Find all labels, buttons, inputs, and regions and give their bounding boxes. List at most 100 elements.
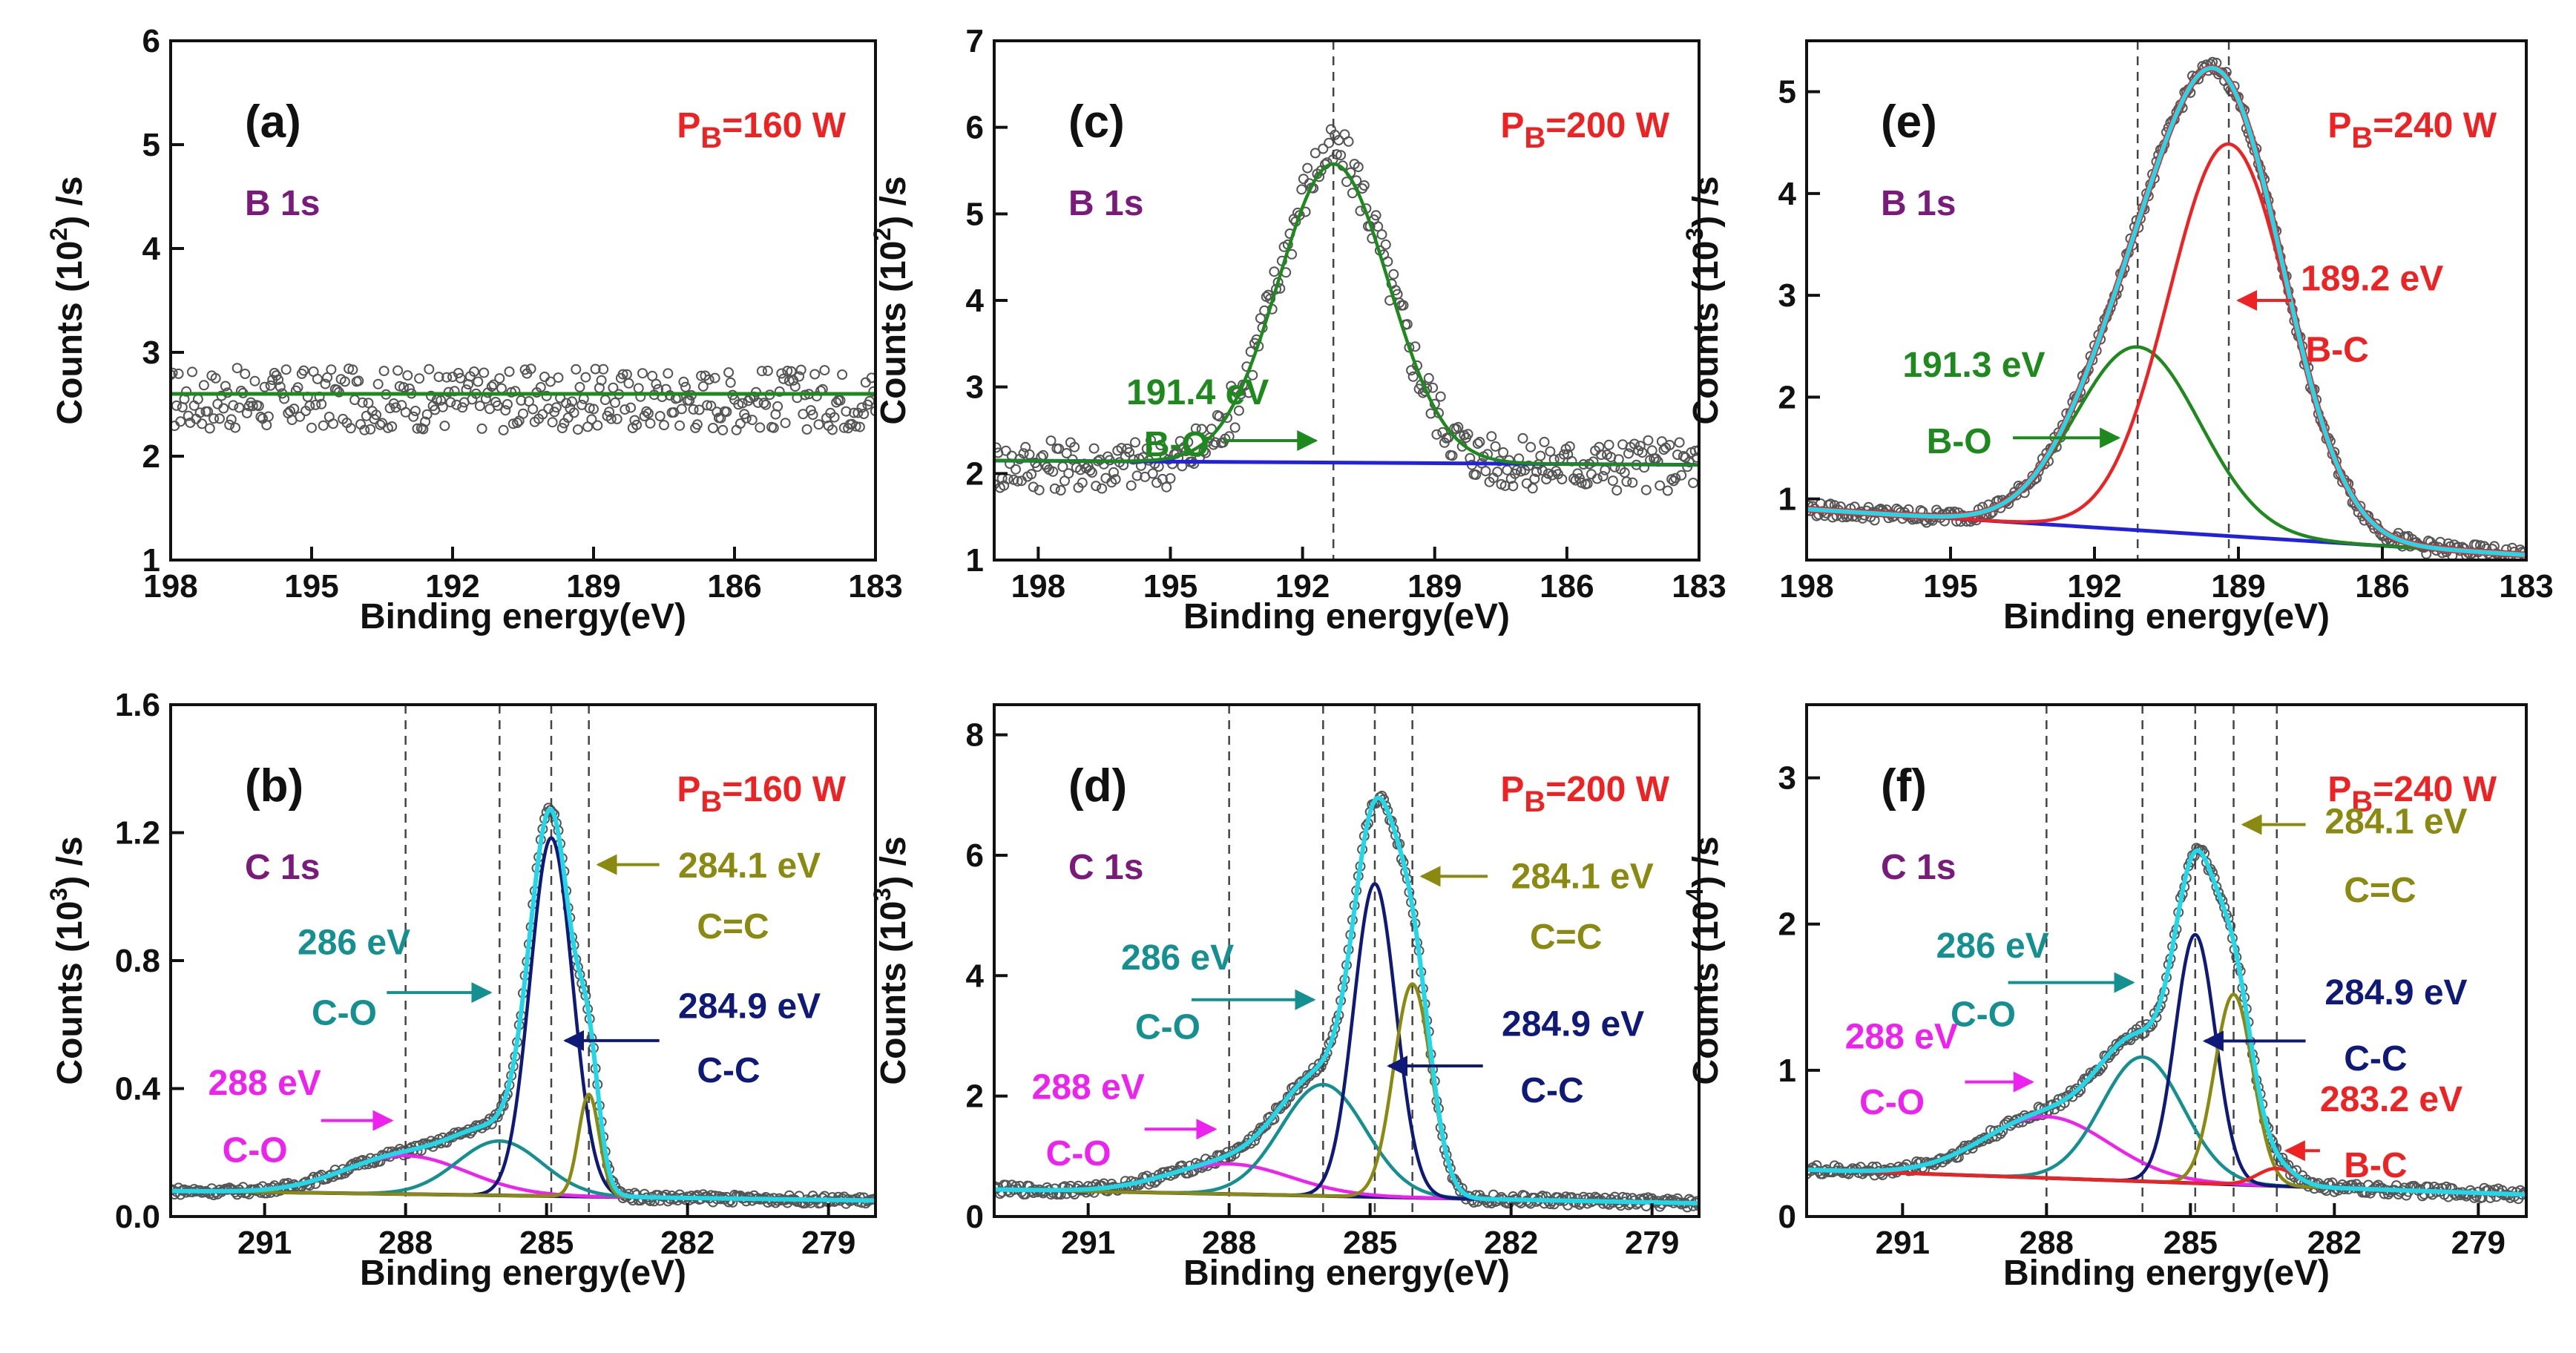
y-axis-label: Counts (102) /s [45, 176, 90, 424]
annotation-label: 288 eV [1845, 1017, 1958, 1056]
annotation-label: C-O [312, 993, 377, 1033]
plot-area [171, 705, 875, 1217]
x-tick-label: 186 [1540, 568, 1594, 605]
data-point [737, 398, 748, 409]
y-tick-label: 1 [142, 542, 160, 579]
data-point [1380, 239, 1391, 250]
data-point [504, 366, 515, 377]
data-point [437, 401, 448, 412]
data-point [1055, 485, 1066, 496]
data-point [392, 365, 404, 376]
data-point [611, 413, 622, 424]
data-point [316, 398, 327, 409]
data-point [870, 406, 875, 417]
y-axis-label: Counts (104) /s [1681, 836, 1726, 1084]
data-point [776, 368, 787, 379]
data-point [280, 364, 292, 375]
data-point [694, 404, 705, 415]
element-label: B 1s [1881, 184, 1956, 223]
data-point [1358, 180, 1370, 191]
data-point [551, 402, 562, 413]
data-point [1410, 341, 1421, 352]
panel-c: 198 195 192 189 186 183 1 2 3 4 5 6 7 Binding energy(… [869, 23, 1726, 636]
data-point [220, 381, 231, 392]
annotation-label: C-O [1135, 1008, 1200, 1047]
data-point [1373, 221, 1384, 232]
x-tick-label: 282 [1484, 1225, 1538, 1261]
data-point [625, 402, 637, 413]
data-point [1157, 473, 1168, 484]
annotation-label: B-O [1927, 422, 1992, 461]
data-point [318, 420, 329, 431]
x-axis-label: Binding energy(eV) [360, 1254, 686, 1293]
data-point [849, 407, 859, 418]
data-point [2521, 553, 2526, 560]
data-point [746, 415, 758, 426]
data-point [641, 406, 652, 417]
data-point [339, 376, 350, 387]
y-tick-label: 6 [966, 110, 984, 146]
data-point [1214, 411, 1225, 422]
data-point [1002, 473, 1013, 484]
x-tick-label: 288 [2020, 1225, 2074, 1261]
data-point [829, 412, 840, 423]
data-point [1054, 444, 1065, 454]
data-point [708, 423, 718, 433]
data-point [762, 365, 773, 376]
data-point [1523, 460, 1534, 471]
y-tick-label: 8 [966, 717, 984, 754]
data-point [197, 418, 208, 429]
data-point [1558, 449, 1569, 460]
annotation-label: C=C [2344, 871, 2416, 910]
annotation-label: 286 eV [298, 923, 410, 962]
data-point [247, 401, 258, 412]
data-point [1591, 473, 1603, 484]
power-title: PB=240 W [2327, 106, 2497, 154]
x-tick-label: 291 [237, 1225, 292, 1261]
data-point [1198, 446, 1209, 456]
data-point [1597, 471, 1609, 481]
data-point [1088, 443, 1100, 454]
data-point [1069, 441, 1080, 452]
y-tick-label: 2 [966, 455, 984, 492]
y-tick-label: 6 [966, 837, 984, 874]
power-title: PB=200 W [1500, 770, 1669, 818]
data-point [633, 383, 644, 394]
data-point [525, 363, 536, 375]
data-point [703, 374, 714, 385]
panel-f: 291 288 285 282 279 0 1 2 3 Binding energy(eV) Cou… [1681, 703, 2528, 1293]
panel-label: (b) [245, 760, 303, 812]
x-tick-label: 285 [519, 1225, 574, 1261]
data-point [1298, 174, 1309, 185]
data-point [592, 420, 603, 431]
data-point [295, 411, 306, 422]
data-point [265, 380, 276, 391]
x-tick-label: 192 [1275, 568, 1330, 605]
data-point [1545, 446, 1556, 457]
y-tick-label: 2 [142, 438, 160, 475]
plot-area [1807, 705, 2526, 1217]
y-tick-label: 2 [1778, 906, 1796, 943]
data-point [755, 422, 766, 433]
x-tick-label: 189 [1407, 568, 1462, 605]
data-point [306, 422, 317, 433]
data-point [794, 371, 805, 382]
data-point [1343, 136, 1354, 147]
data-point [1607, 475, 1618, 487]
data-point [645, 418, 656, 429]
data-point [502, 399, 513, 409]
data-point [856, 402, 867, 413]
data-point [740, 412, 752, 424]
data-point [1063, 468, 1074, 479]
data-point [445, 397, 456, 408]
data-point [1588, 456, 1599, 467]
y-tick-label: 3 [1778, 760, 1796, 797]
y-tick-label: 1 [1778, 481, 1796, 518]
data-point [1490, 441, 1501, 452]
data-point [854, 421, 865, 432]
power-title: PB=160 W [677, 106, 846, 154]
data-point [1012, 475, 1023, 487]
data-points [171, 363, 875, 435]
panel-d: 291 288 285 282 279 0 2 4 6 8 Binding energy(eV) Co… [869, 703, 1701, 1293]
data-point [312, 373, 323, 384]
